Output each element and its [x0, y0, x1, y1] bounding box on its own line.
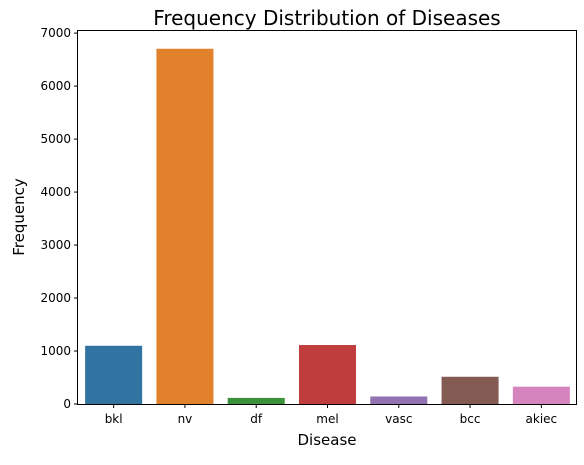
- x-axis: bkl nv df mel vasc bcc akiec: [105, 404, 557, 426]
- y-tick-label-1000: 1000: [40, 344, 71, 358]
- y-tick-label-0: 0: [63, 397, 71, 411]
- x-tick-label-bcc: bcc: [460, 412, 481, 426]
- x-tick-label-mel: mel: [316, 412, 338, 426]
- y-tick-label-7000: 7000: [40, 26, 71, 40]
- bar-akiec: [512, 386, 570, 404]
- y-tick-label-4000: 4000: [40, 185, 71, 199]
- x-axis-label: Disease: [298, 431, 357, 449]
- y-tick-label-3000: 3000: [40, 238, 71, 252]
- y-tick-label-5000: 5000: [40, 132, 71, 146]
- chart-title: Frequency Distribution of Diseases: [153, 6, 500, 30]
- x-tick-label-bkl: bkl: [105, 412, 123, 426]
- y-axis-label: Frequency: [10, 178, 28, 256]
- y-axis: 0 1000 2000 3000 4000 5000 6000 7000: [40, 26, 78, 411]
- bars-group: [85, 48, 570, 404]
- bar-vasc: [370, 396, 428, 404]
- x-tick-label-nv: nv: [178, 412, 193, 426]
- x-tick-label-akiec: akiec: [526, 412, 558, 426]
- bar-bcc: [441, 376, 499, 404]
- x-tick-label-vasc: vasc: [385, 412, 412, 426]
- plot-frame: [77, 30, 577, 405]
- bar-bkl: [85, 345, 143, 404]
- x-tick-label-df: df: [250, 412, 263, 426]
- bar-df: [227, 397, 285, 404]
- y-tick-label-2000: 2000: [40, 291, 71, 305]
- bar-mel: [298, 345, 357, 404]
- y-tick-label-6000: 6000: [40, 79, 71, 93]
- bar-nv: [156, 48, 214, 404]
